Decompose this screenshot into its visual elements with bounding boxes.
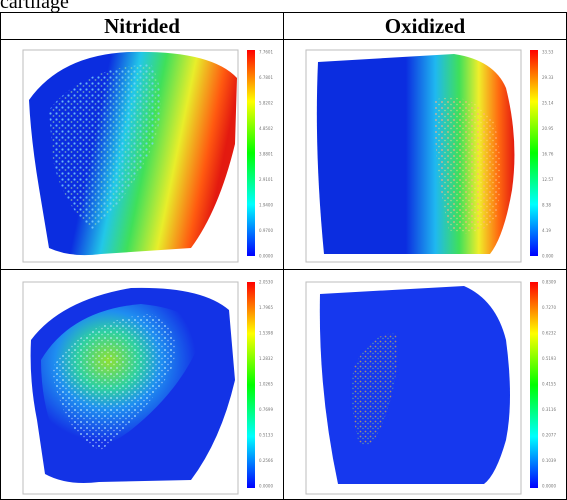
color-bar-tick-label: 0.0000 — [259, 484, 273, 489]
color-bar-gradient — [530, 50, 538, 256]
vector-field-overlay — [49, 64, 161, 230]
color-bar-tick-label: 3.8801 — [259, 152, 273, 157]
color-bar-tick-label: 16.76 — [542, 152, 554, 157]
color-bar-tick-label: 0.0000 — [542, 484, 556, 489]
color-bar-tick-label: 1.5398 — [259, 331, 273, 336]
color-bar-tick-label: 0.9700 — [259, 228, 273, 233]
color-bar-tick-label: 25.14 — [542, 101, 554, 106]
contour-plot-oxidized-bottom: 0.8309 0.7270 0.6232 0.5193 0.4155 0.3116 0.20… — [305, 280, 556, 495]
color-bar — [530, 282, 538, 488]
header-row: Nitrided Oxidized — [0, 12, 567, 40]
color-bar-tick-label: 5.8202 — [259, 101, 273, 106]
color-bar-tick-label: 0.2077 — [542, 433, 556, 438]
table-row: 7.7601 6.7801 5.8202 4.8502 3.8801 2.9101 1.94… — [0, 39, 567, 270]
color-bar-tick-label: 2.9101 — [259, 177, 273, 182]
contour-plot-oxidized-top: 33.53 29.33 25.14 20.95 16.76 12.57 8.38 4.19 0.… — [305, 49, 554, 263]
color-bar — [247, 282, 255, 488]
color-bar-tick-label: 4.19 — [542, 228, 551, 233]
color-bar-tick-label: 1.0265 — [259, 382, 273, 387]
color-bar-tick-label: 12.57 — [542, 177, 554, 182]
caption-fragment: cartilage — [0, 0, 69, 13]
color-bar-tick-label: 2.0530 — [259, 280, 273, 285]
vector-field-overlay — [351, 333, 398, 445]
color-bar-tick-label: 0.4155 — [542, 382, 556, 387]
panel-cell: 2.0530 1.7965 1.5398 1.2832 1.0265 0.7699 0.51… — [0, 269, 284, 500]
color-bar-tick-label: 7.7601 — [259, 50, 273, 55]
color-bar-tick-label: 0.5133 — [259, 433, 273, 438]
color-bar-ticks: 33.53 29.33 25.14 20.95 16.76 12.57 8.38 4.19 0.… — [542, 50, 554, 259]
color-bar-tick-label: 0.3116 — [542, 407, 556, 412]
panel-oxidized-bottom: 0.8309 0.7270 0.6232 0.5193 0.4155 0.3116 0.20… — [284, 270, 566, 499]
color-bar — [530, 50, 538, 256]
color-bar-tick-label: 33.53 — [542, 50, 554, 55]
color-bar-tick-label: 0.1039 — [542, 458, 556, 463]
color-bar-tick-label: 6.7801 — [259, 75, 273, 80]
color-bar-tick-label: 29.33 — [542, 75, 554, 80]
vector-field-overlay — [51, 314, 176, 450]
color-bar-tick-label: 1.2832 — [259, 356, 273, 361]
vector-field-overlay — [434, 97, 501, 234]
color-bar-ticks: 7.7601 6.7801 5.8202 4.8502 3.8801 2.9101 1.94… — [259, 50, 273, 259]
color-bar-gradient — [247, 282, 255, 488]
color-bar-ticks: 2.0530 1.7965 1.5398 1.2832 1.0265 0.7699 0.51… — [259, 280, 273, 489]
column-header-nitrided: Nitrided — [0, 12, 284, 40]
color-bar-tick-label: 8.38 — [542, 203, 551, 208]
color-bar-tick-label: 1.9400 — [259, 203, 273, 208]
color-bar-ticks: 0.8309 0.7270 0.6232 0.5193 0.4155 0.3116 0.20… — [542, 280, 556, 489]
contour-plot-nitrided-top: 7.7601 6.7801 5.8202 4.8502 3.8801 2.9101 1.94… — [22, 49, 273, 263]
color-bar-tick-label: 0.2566 — [259, 458, 273, 463]
color-bar-tick-label: 1.7965 — [259, 305, 273, 310]
table-row: 2.0530 1.7965 1.5398 1.2832 1.0265 0.7699 0.51… — [0, 269, 567, 500]
color-bar-tick-label: 0.0000 — [259, 254, 273, 259]
color-bar-gradient — [530, 282, 538, 488]
panel-nitrided-top: 7.7601 6.7801 5.8202 4.8502 3.8801 2.9101 1.94… — [1, 40, 283, 269]
color-bar-tick-label: 0.7699 — [259, 407, 273, 412]
color-bar-tick-label: 0.7270 — [542, 305, 556, 310]
panel-cell: 0.8309 0.7270 0.6232 0.5193 0.4155 0.3116 0.20… — [283, 269, 567, 500]
contour-plot-nitrided-bottom: 2.0530 1.7965 1.5398 1.2832 1.0265 0.7699 0.51… — [22, 280, 273, 495]
column-header-oxidized: Oxidized — [283, 12, 567, 40]
color-bar-tick-label: 0.8309 — [542, 280, 556, 285]
panel-cell: 33.53 29.33 25.14 20.95 16.76 12.57 8.38 4.19 0.… — [283, 39, 567, 270]
color-bar-tick-label: 0.6232 — [542, 331, 556, 336]
panel-oxidized-top: 33.53 29.33 25.14 20.95 16.76 12.57 8.38 4.19 0.… — [284, 40, 566, 269]
color-bar-tick-label: 0.000 — [542, 254, 554, 259]
panel-nitrided-bottom: 2.0530 1.7965 1.5398 1.2832 1.0265 0.7699 0.51… — [1, 270, 283, 499]
color-bar — [247, 50, 255, 256]
color-bar-tick-label: 0.5193 — [542, 356, 556, 361]
results-table: Nitrided Oxidized — [0, 12, 567, 500]
contour-shape — [319, 286, 510, 484]
color-bar-gradient — [247, 50, 255, 256]
panel-cell: 7.7601 6.7801 5.8202 4.8502 3.8801 2.9101 1.94… — [0, 39, 284, 270]
color-bar-tick-label: 20.95 — [542, 126, 554, 131]
color-bar-tick-label: 4.8502 — [259, 126, 273, 131]
